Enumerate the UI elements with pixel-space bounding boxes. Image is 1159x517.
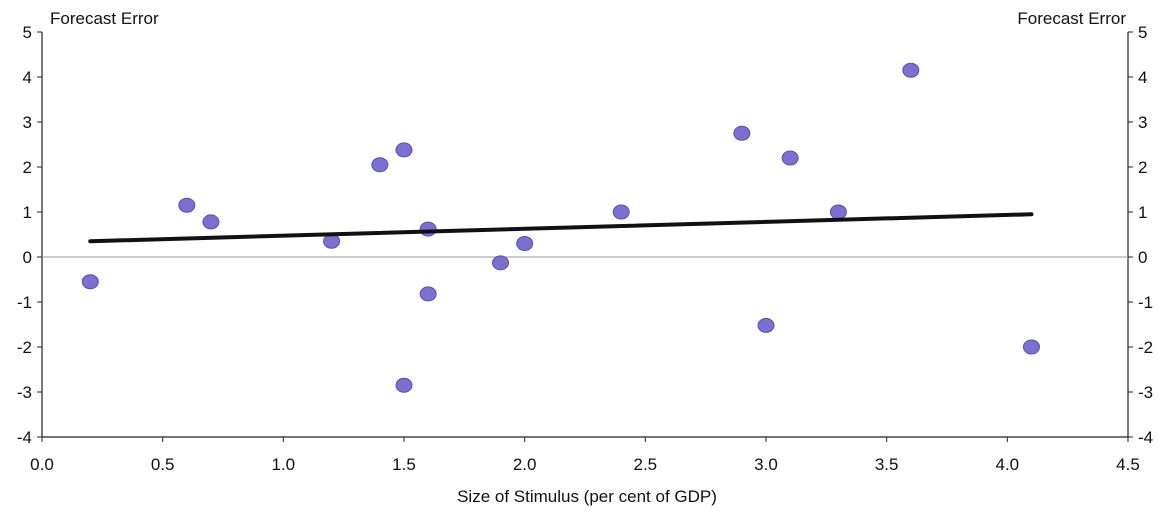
plot-frame — [41, 32, 1129, 438]
y-tick-label-left: 4 — [23, 68, 32, 87]
y-tick-label-right: 2 — [1138, 158, 1147, 177]
trend-line — [88, 212, 1034, 244]
x-axis: 0.0 0.5 1.0 1.5 2.0 2.5 3.0 3.5 4.0 4.5 — [30, 437, 1140, 474]
y-tick-label-left: -4 — [17, 428, 32, 447]
x-tick-label: 3.0 — [754, 455, 778, 474]
data-point — [419, 221, 437, 237]
data-point — [178, 197, 196, 213]
x-axis-label: Size of Stimulus (per cent of GDP) — [457, 487, 717, 506]
right-y-axis: 5 4 3 2 1 0 -1 -2 -3 -4 — [1128, 23, 1153, 447]
y-tick-label-right: 0 — [1138, 248, 1147, 267]
y-tick-label-right: -1 — [1138, 293, 1153, 312]
y-tick-label-right: 1 — [1138, 203, 1147, 222]
data-point — [516, 236, 534, 251]
data-point — [395, 142, 413, 158]
data-point — [829, 204, 847, 220]
y-tick-label-left: 1 — [23, 203, 32, 222]
y-tick-label-right: -4 — [1138, 428, 1153, 447]
left-axis-title: Forecast Error — [50, 9, 159, 28]
data-point — [371, 157, 389, 173]
x-tick-label: 0.5 — [151, 455, 175, 474]
y-tick-label-left: 2 — [23, 158, 32, 177]
right-axis-title: Forecast Error — [1017, 9, 1126, 28]
data-point — [612, 204, 630, 220]
y-tick-label-left: 5 — [23, 23, 32, 42]
x-tick-label: 1.0 — [272, 455, 296, 474]
x-tick-label: 4.0 — [996, 455, 1020, 474]
data-point — [419, 286, 437, 302]
x-tick-label: 0.0 — [30, 455, 54, 474]
trend-line-group — [88, 212, 1034, 244]
data-point — [733, 125, 751, 141]
y-tick-label-right: -3 — [1138, 383, 1153, 402]
y-tick-label-left: -2 — [17, 338, 32, 357]
x-tick-label: 2.5 — [634, 455, 658, 474]
y-tick-label-left: -3 — [17, 383, 32, 402]
data-point — [1022, 339, 1040, 355]
data-point — [757, 317, 775, 333]
y-tick-label-left: 0 — [23, 248, 32, 267]
data-point — [81, 274, 99, 290]
x-tick-label: 4.5 — [1116, 455, 1140, 474]
x-tick-label: 3.5 — [875, 455, 899, 474]
data-point — [781, 150, 799, 166]
y-tick-label-right: 4 — [1138, 68, 1147, 87]
x-tick-label: 2.0 — [513, 455, 537, 474]
y-tick-label-right: 3 — [1138, 113, 1147, 132]
y-tick-label-left: 3 — [23, 113, 32, 132]
y-tick-label-right: -2 — [1138, 338, 1153, 357]
left-y-axis: 5 4 3 2 1 0 -1 -2 -3 -4 — [17, 23, 42, 447]
data-points — [81, 62, 1040, 393]
data-point — [492, 255, 510, 271]
data-point — [902, 62, 920, 78]
y-tick-label-right: 5 — [1138, 23, 1147, 42]
data-point — [395, 377, 413, 393]
data-point — [202, 214, 220, 230]
x-tick-label: 1.5 — [392, 455, 416, 474]
y-tick-label-left: -1 — [17, 293, 32, 312]
